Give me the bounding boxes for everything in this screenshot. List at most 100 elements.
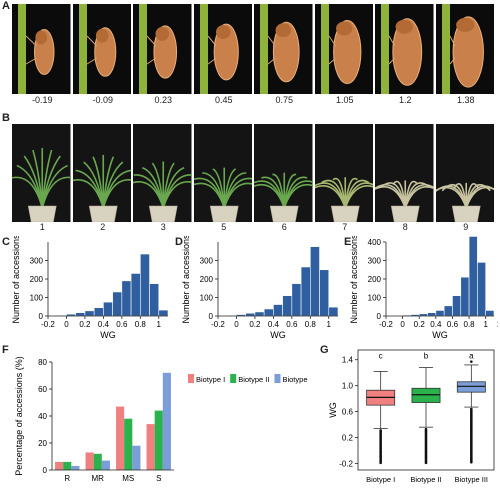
- histogram-bar: [300, 266, 311, 317]
- outlier-point: [470, 360, 473, 363]
- histogram-bar: [460, 276, 470, 317]
- x-tick-label: 0.6: [286, 320, 298, 329]
- rice-seedling-photo: [375, 124, 434, 222]
- rice-stem: [320, 4, 329, 94]
- y-tick-label: 100: [200, 294, 214, 303]
- histogram-bar: [254, 311, 265, 317]
- weight-gain-label: -0.09: [92, 95, 113, 105]
- planthopper-leg: [25, 57, 37, 65]
- y-tick-label: 200: [368, 275, 382, 284]
- panel-f-letter: F: [2, 344, 9, 356]
- histogram-bar: [158, 309, 169, 317]
- histogram-bar: [103, 301, 113, 317]
- rice-stem: [139, 4, 147, 94]
- histogram-bar: [121, 280, 132, 317]
- x-tick-label: 0.8: [305, 320, 317, 329]
- category-label: MS: [122, 474, 134, 483]
- plant-score-label: 9: [463, 222, 469, 232]
- x-tick-label: -0.2: [379, 320, 393, 329]
- bar: [55, 461, 64, 470]
- plant-cup: [330, 205, 360, 222]
- y-tick-label: 60: [38, 385, 47, 394]
- group-label: Biotype II: [410, 475, 441, 484]
- histogram-bar: [282, 295, 293, 317]
- planthopper-photo: [435, 4, 494, 94]
- plant-cup: [27, 205, 57, 222]
- rice-stem: [199, 4, 208, 94]
- x-axis-title: WG: [100, 330, 116, 340]
- planthopper-head: [35, 30, 48, 45]
- planthopper-leg: [86, 35, 97, 47]
- category-label: MR: [92, 474, 105, 483]
- y-tick-label: 20: [38, 439, 47, 448]
- y-tick-label: 0: [209, 312, 214, 321]
- y-tick-label: 400: [368, 238, 382, 247]
- category-label: R: [64, 474, 70, 483]
- significance-letter: b: [424, 351, 429, 360]
- x-tick-label: 0: [64, 320, 69, 329]
- planthopper-leg: [449, 35, 455, 47]
- planthopper-head: [395, 19, 413, 34]
- panel-b-labels: 1 2 3 5 6 7 8 9: [12, 222, 496, 234]
- significance-letter: a: [469, 351, 474, 360]
- y-tick-label: 40: [38, 412, 47, 421]
- x-tick-label: 0.4: [98, 320, 110, 329]
- y-tick-label: 100: [30, 294, 44, 303]
- planthopper-leg: [25, 35, 37, 47]
- rice-leaf: [101, 179, 131, 209]
- histogram-e: 0100200300400-0.200.20.40.60.811.2WGNumb…: [349, 236, 498, 340]
- planthopper-photo: [314, 4, 373, 94]
- rice-stem: [381, 4, 389, 94]
- plant-cup: [88, 205, 118, 222]
- y-axis-title: Percentage of accessions (%): [14, 356, 24, 476]
- x-tick-label: 1.2: [497, 320, 498, 329]
- y-tick-label: 0: [43, 466, 48, 475]
- category-label: S: [156, 474, 161, 483]
- bar: [124, 418, 133, 470]
- rice-stem: [78, 4, 87, 94]
- rice-stem: [260, 4, 268, 94]
- bar: [146, 424, 155, 470]
- histogram-bar: [319, 269, 330, 317]
- histogram-bar: [75, 312, 86, 317]
- box: [411, 387, 441, 403]
- panel-a-letter: A: [2, 0, 10, 12]
- legend-label: Biotype III: [282, 375, 310, 384]
- y-axis-title: Number of accessions: [181, 236, 191, 324]
- x-tick-label: 0: [234, 320, 239, 329]
- significance-letter: c: [379, 351, 383, 360]
- x-tick-label: 0.2: [414, 320, 426, 329]
- planthopper-photo: [133, 4, 192, 94]
- planthopper-leg: [388, 35, 396, 47]
- x-tick-label: 0: [400, 320, 405, 329]
- planthopper-head: [275, 23, 291, 38]
- x-tick-label: 0.6: [447, 320, 459, 329]
- y-tick-label: 0.6: [342, 408, 354, 417]
- rice-seedling-photo-strip: [12, 124, 496, 222]
- y-axis-title: WG: [328, 402, 338, 418]
- planthopper-photo-strip: [12, 4, 496, 94]
- outlier-point: [379, 461, 382, 465]
- outlier-point: [470, 460, 473, 464]
- plant-cup: [390, 205, 420, 222]
- y-tick-label: 1.4: [342, 356, 354, 365]
- y-tick-label: 200: [200, 275, 214, 284]
- bar: [93, 453, 102, 470]
- weight-gain-label: 0.75: [275, 95, 294, 105]
- rice-seedling-photo: [12, 124, 71, 222]
- plant-cup: [269, 205, 299, 222]
- histogram-bar: [291, 283, 302, 317]
- box: [456, 381, 486, 393]
- rice-leaf: [283, 184, 313, 209]
- histogram-bar: [140, 253, 150, 317]
- x-tick-label: -0.2: [211, 320, 225, 329]
- histogram-bar: [112, 291, 123, 317]
- bar: [85, 452, 94, 470]
- rice-seedling-photo: [133, 124, 192, 222]
- planthopper-photo: [12, 4, 71, 94]
- planthopper-leg: [146, 35, 157, 47]
- rice-leaf: [162, 180, 192, 209]
- y-tick-label: 0: [39, 312, 44, 321]
- x-tick-label: 0.8: [135, 320, 147, 329]
- histogram-bar: [477, 262, 486, 317]
